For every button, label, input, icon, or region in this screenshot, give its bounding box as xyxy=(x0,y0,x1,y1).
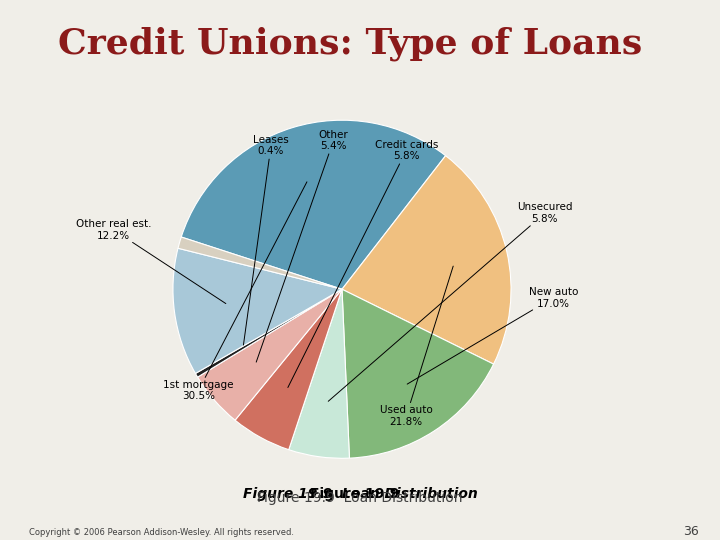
Text: Credit cards
5.8%: Credit cards 5.8% xyxy=(288,140,438,388)
Text: Used auto
21.8%: Used auto 21.8% xyxy=(380,266,453,427)
Text: Credit Unions: Type of Loans: Credit Unions: Type of Loans xyxy=(58,26,642,61)
Wedge shape xyxy=(342,289,494,458)
Wedge shape xyxy=(181,120,446,289)
Text: Copyright © 2006 Pearson Addison-Wesley. All rights reserved.: Copyright © 2006 Pearson Addison-Wesley.… xyxy=(29,528,294,537)
Wedge shape xyxy=(235,289,342,450)
Text: Unsecured
5.8%: Unsecured 5.8% xyxy=(328,202,572,401)
Wedge shape xyxy=(342,156,511,364)
Wedge shape xyxy=(173,248,342,374)
Text: Figure 19.9  Loan Distribution: Figure 19.9 Loan Distribution xyxy=(257,491,463,505)
Text: Figure 19.9: Figure 19.9 xyxy=(310,487,410,501)
Wedge shape xyxy=(195,289,342,377)
Text: New auto
17.0%: New auto 17.0% xyxy=(408,287,578,384)
Text: 1st mortgage
30.5%: 1st mortgage 30.5% xyxy=(163,182,307,401)
Text: Other
5.4%: Other 5.4% xyxy=(256,130,348,362)
Text: 36: 36 xyxy=(683,524,698,538)
Text: Other real est.
12.2%: Other real est. 12.2% xyxy=(76,219,226,303)
Text: Figure 19.9  Loan Distribution: Figure 19.9 Loan Distribution xyxy=(243,487,477,501)
Wedge shape xyxy=(178,237,342,289)
Wedge shape xyxy=(197,289,342,420)
Text: Leases
0.4%: Leases 0.4% xyxy=(243,135,289,345)
Wedge shape xyxy=(289,289,349,458)
